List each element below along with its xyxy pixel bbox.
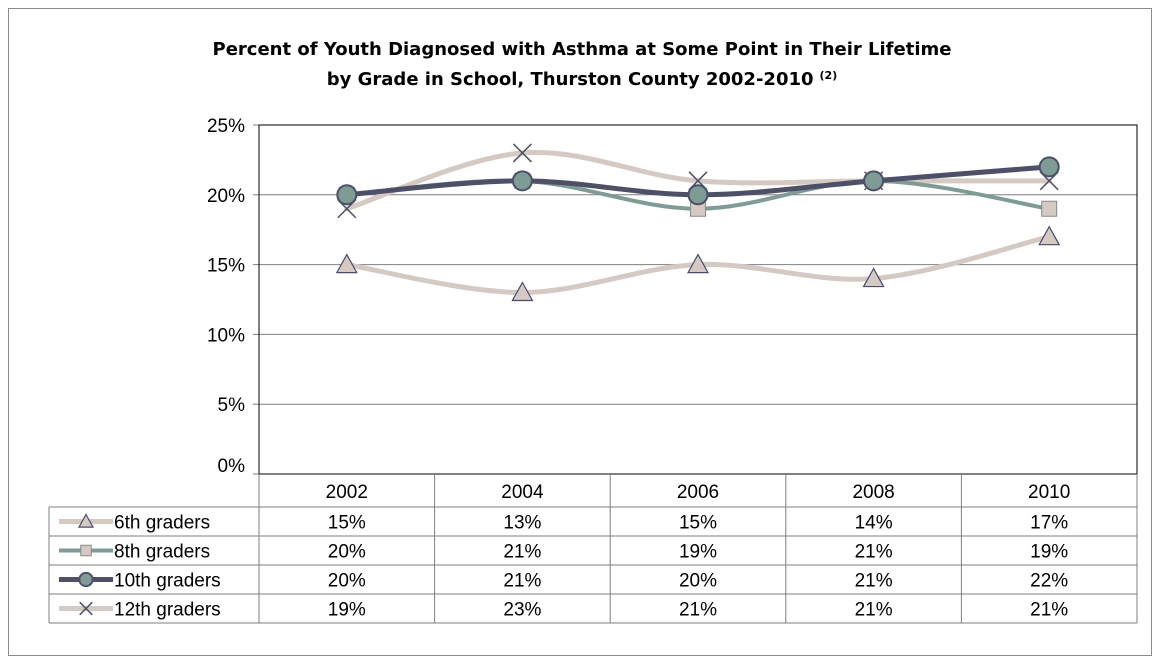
x-stroke <box>512 143 532 163</box>
data-point <box>511 281 534 302</box>
table-value-cell: 21% <box>855 542 893 563</box>
legend-series-name: 8th graders <box>114 542 210 563</box>
table-header-cell: 2008 <box>852 482 894 503</box>
data-table: 2002 2004 2006 2008 2010 6th graders 15% 13% 15%… <box>48 474 1138 624</box>
x-stroke <box>79 601 93 616</box>
data-point <box>511 170 533 192</box>
table-header-cell: 2006 <box>677 482 719 503</box>
legend-series-name: 6th graders <box>114 513 210 534</box>
data-point <box>512 143 532 163</box>
data-point <box>863 170 885 192</box>
table-value-cell: 21% <box>855 571 893 592</box>
data-point <box>1041 200 1058 217</box>
table-header-cell: 2010 <box>1028 482 1070 503</box>
table-value-cell: 15% <box>328 513 366 534</box>
table-value-cell: 22% <box>1030 571 1068 592</box>
table-value-cell: 21% <box>679 600 717 621</box>
table-value-cell: 15% <box>679 513 717 534</box>
data-point <box>686 253 710 274</box>
data-point <box>1038 156 1060 178</box>
legend-key-marker <box>77 513 95 528</box>
y-tick-label: 5% <box>218 395 246 416</box>
y-tick-label: 0% <box>218 456 246 477</box>
plot-area-border <box>258 124 1138 475</box>
y-tick-label: 10% <box>207 325 245 346</box>
table-value-cell: 19% <box>1030 542 1068 563</box>
line-chart: Percent of Youth Diagnosed with Asthma a… <box>48 39 1138 624</box>
data-point <box>336 184 358 206</box>
table-value-cell: 23% <box>503 600 541 621</box>
chart-title-line-1: Percent of Youth Diagnosed with Asthma a… <box>213 39 952 60</box>
data-point <box>335 253 358 274</box>
table-value-cell: 21% <box>503 542 541 563</box>
table-header-cell: 2002 <box>326 482 368 503</box>
chart-container: Percent of Youth Diagnosed with Asthma a… <box>8 8 1152 656</box>
table-value-cell: 20% <box>328 571 366 592</box>
legend-key-marker <box>78 571 94 588</box>
y-axis-tick-labels: 0% 5% 10% 15% 20% 25% <box>207 116 245 477</box>
chart-title-line-2: by Grade in School, Thurston County 2002… <box>327 69 838 90</box>
legend-series-name: 12th graders <box>114 600 221 621</box>
table-value-cell: 21% <box>503 571 541 592</box>
data-point <box>687 184 709 206</box>
data-point <box>862 267 885 288</box>
table-value-cell: 20% <box>679 571 717 592</box>
table-value-cell: 13% <box>503 513 541 534</box>
y-tick-label: 25% <box>207 116 245 137</box>
series-markers <box>335 143 1061 302</box>
data-point <box>1038 225 1061 246</box>
legend-key-marker <box>79 601 93 616</box>
table-value-cell: 14% <box>855 513 893 534</box>
chart-title-line-2-text: by Grade in School, Thurston County 2002… <box>327 69 814 90</box>
table-value-cell: 21% <box>1030 600 1068 621</box>
y-tick-label: 20% <box>207 186 245 207</box>
legend-series-name: 10th graders <box>114 571 221 592</box>
table-value-cell: 19% <box>679 542 717 563</box>
table-header-cell: 2004 <box>501 482 544 503</box>
table-value-cell: 21% <box>855 600 893 621</box>
chart-title-superscript: (2) <box>820 69 838 82</box>
table-value-cell: 19% <box>328 600 366 621</box>
table-value-cell: 20% <box>328 542 366 563</box>
y-tick-label: 15% <box>207 256 245 277</box>
table-value-cell: 17% <box>1030 513 1068 534</box>
legend-key-marker <box>80 544 92 557</box>
